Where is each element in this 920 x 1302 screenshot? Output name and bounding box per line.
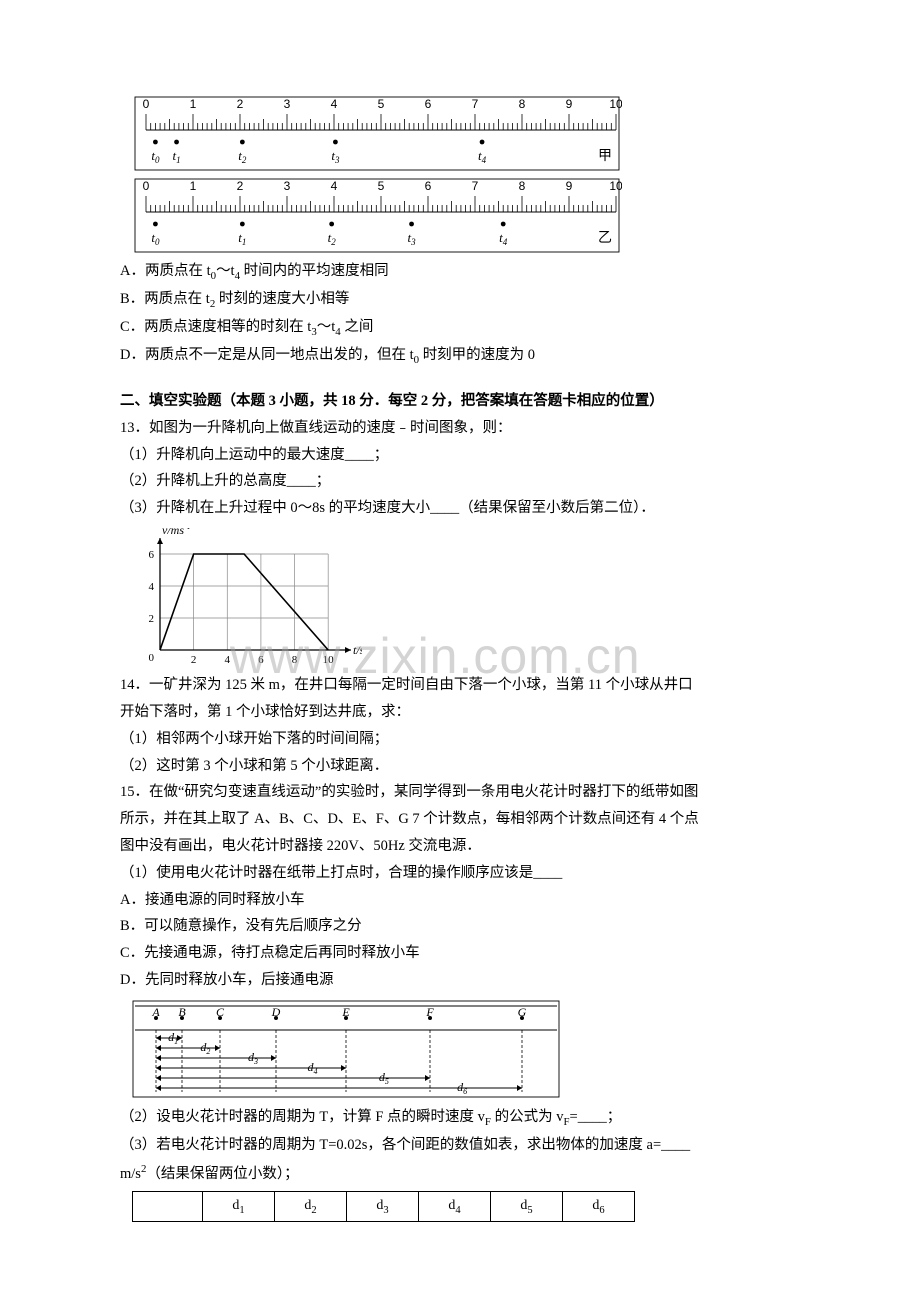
svg-text:8: 8 [292, 654, 298, 666]
svg-text:甲: 甲 [598, 149, 612, 164]
svg-text:4: 4 [331, 97, 338, 111]
q13-p3: （3）升降机在上升过程中 0～8s 的平均速度大小____（结果保留至小数后第二… [120, 495, 800, 522]
option-d: D．两质点不一定是从同一地点出发的，但在 t0 时刻甲的速度为 0 [120, 342, 800, 370]
q13-lead: 13．如图为一升降机向上做直线运动的速度﹣时间图象，则： [120, 415, 800, 442]
svg-text:7: 7 [472, 97, 479, 111]
svg-text:d3: d3 [248, 1050, 258, 1066]
svg-text:4: 4 [149, 581, 155, 593]
distance-table: d1d2d3d4d5d6 [132, 1191, 635, 1222]
svg-text:1: 1 [190, 97, 197, 111]
q15-optC: C．先接通电源，待打点稳定后再同时释放小车 [120, 940, 800, 967]
svg-text:C: C [216, 1005, 225, 1019]
svg-text:d5: d5 [379, 1070, 389, 1086]
tape-figure: A B C D E F Gd1 d2 d3 d4 d5 d6 [132, 1000, 562, 1100]
q15-p3b: m/s2（结果保留两位小数）； [120, 1159, 800, 1188]
svg-text:5: 5 [378, 179, 385, 193]
svg-text:6: 6 [258, 654, 264, 666]
svg-text:d4: d4 [308, 1060, 318, 1076]
svg-text:t3: t3 [331, 148, 340, 165]
ruler-figure-yi: 0 1 2 3 4 5 6 7 8 9 10 t0 t1 t2 t3 t4 乙 [132, 178, 622, 254]
svg-text:F: F [425, 1005, 434, 1019]
svg-text:E: E [341, 1005, 350, 1019]
svg-text:t3: t3 [407, 230, 416, 247]
svg-text:9: 9 [566, 179, 573, 193]
vt-chart: 2 4 6 8 10 2 4 6 0 v/ms-1 t/s [132, 528, 362, 668]
svg-text:10: 10 [609, 97, 622, 111]
q13-p1: （1）升降机向上运动中的最大速度____； [120, 442, 800, 469]
svg-text:10: 10 [323, 654, 335, 666]
q15-p2: （2）设电火花计时器的周期为 T，计算 F 点的瞬时速度 vF 的公式为 vF=… [120, 1104, 800, 1132]
svg-text:t2: t2 [328, 230, 337, 247]
option-c: C．两质点速度相等的时刻在 t3～t4 之间 [120, 314, 800, 342]
svg-text:1: 1 [190, 179, 197, 193]
q15-p3a: （3）若电火花计时器的周期为 T=0.02s，各个间距的数值如表，求出物体的加速… [120, 1132, 800, 1159]
svg-text:t4: t4 [499, 230, 508, 247]
q15-optA: A．接通电源的同时释放小车 [120, 887, 800, 914]
q14-lead-a: 14．一矿井深为 125 米 m，在井口每隔一定时间自由下落一个小球，当第 11… [120, 672, 800, 699]
svg-text:B: B [178, 1005, 186, 1019]
svg-text:G: G [518, 1005, 527, 1019]
q15-p1: （1）使用电火花计时器在纸带上打点时，合理的操作顺序应该是____ [120, 860, 800, 887]
svg-text:t1: t1 [238, 230, 246, 247]
svg-text:6: 6 [149, 549, 155, 561]
svg-text:5: 5 [378, 97, 385, 111]
svg-text:v/ms-1: v/ms-1 [162, 528, 191, 537]
svg-text:4: 4 [225, 654, 231, 666]
svg-text:t/s: t/s [353, 643, 362, 657]
svg-text:2: 2 [237, 97, 244, 111]
svg-text:2: 2 [237, 179, 244, 193]
svg-text:A: A [151, 1005, 160, 1019]
svg-text:7: 7 [472, 179, 479, 193]
svg-text:t2: t2 [238, 148, 247, 165]
option-b: B．两质点在 t2 时刻的速度大小相等 [120, 286, 800, 314]
section-title: 二、填空实验题（本题 3 小题，共 18 分．每空 2 分，把答案填在答题卡相应… [120, 388, 800, 415]
svg-text:3: 3 [284, 97, 291, 111]
svg-text:8: 8 [519, 97, 526, 111]
svg-text:d6: d6 [457, 1080, 467, 1096]
svg-text:t0: t0 [151, 148, 160, 165]
svg-text:6: 6 [425, 179, 432, 193]
svg-text:2: 2 [191, 654, 197, 666]
q13-p2: （2）升降机上升的总高度____； [120, 468, 800, 495]
option-a: A．两质点在 t0～t4 时间内的平均速度相同 [120, 258, 800, 286]
svg-text:t1: t1 [172, 148, 180, 165]
svg-text:0: 0 [149, 652, 155, 664]
svg-text:d1: d1 [168, 1030, 178, 1046]
q15-lead-b: 所示，并在其上取了 A、B、C、D、E、F、G 7 个计数点，每相邻两个计数点间… [120, 806, 800, 833]
q15-lead-a: 15．在做“研究匀变速直线运动”的实验时，某同学得到一条用电火花计时器打下的纸带… [120, 779, 800, 806]
svg-text:乙: 乙 [598, 230, 612, 246]
q14-p2: （2）这时第 3 个小球和第 5 个小球距离． [120, 753, 800, 780]
q15-optB: B．可以随意操作，没有先后顺序之分 [120, 913, 800, 940]
svg-text:0: 0 [143, 97, 150, 111]
q15-lead-c: 图中没有画出，电火花计时器接 220V、50Hz 交流电源． [120, 833, 800, 860]
svg-text:10: 10 [609, 179, 622, 193]
svg-text:2: 2 [149, 613, 155, 625]
svg-text:t0: t0 [151, 230, 160, 247]
svg-text:0: 0 [143, 179, 150, 193]
q14-lead-b: 开始下落时，第 1 个小球恰好到达井底，求： [120, 699, 800, 726]
q15-optD: D．先同时释放小车，后接通电源 [120, 967, 800, 994]
svg-text:6: 6 [425, 97, 432, 111]
q14-p1: （1）相邻两个小球开始下落的时间间隔； [120, 726, 800, 753]
svg-text:8: 8 [519, 179, 526, 193]
svg-text:4: 4 [331, 179, 338, 193]
svg-text:t4: t4 [478, 148, 487, 165]
svg-text:d2: d2 [200, 1040, 210, 1056]
svg-text:9: 9 [566, 97, 573, 111]
ruler-figure-jia: 0 1 2 3 4 5 6 7 8 9 10 t0 t1 t2 t3 t4 甲 [132, 96, 622, 172]
svg-text:3: 3 [284, 179, 291, 193]
svg-text:D: D [271, 1005, 281, 1019]
